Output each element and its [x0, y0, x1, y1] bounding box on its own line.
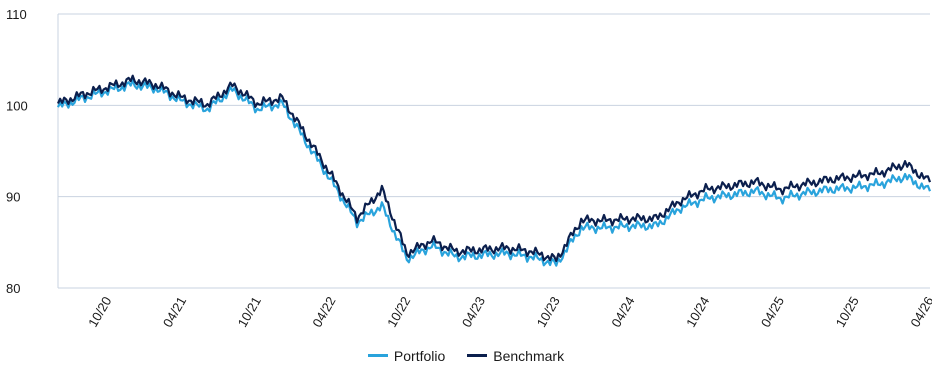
x-tick-label: 04/21: [160, 294, 189, 330]
legend-label-portfolio: Portfolio: [393, 347, 446, 364]
legend-swatch-benchmark: [467, 354, 488, 357]
y-tick-label: 80: [6, 281, 20, 296]
y-tick-label: 110: [6, 7, 27, 22]
x-tick-label: 04/26: [907, 294, 932, 330]
gridlines: [57, 13, 930, 289]
legend-item-portfolio: Portfolio: [367, 347, 446, 364]
x-tick-label: 10/24: [683, 294, 712, 330]
legend-swatch-portfolio: [367, 354, 388, 357]
x-tick-label: 04/22: [309, 294, 338, 330]
legend-item-benchmark: Benchmark: [467, 348, 564, 364]
x-tick-label: 10/25: [833, 294, 862, 330]
x-tick-label: 10/20: [85, 294, 114, 330]
series-line-benchmark: [56, 74, 932, 263]
y-axis: 80 90 100 110: [6, 7, 28, 296]
x-axis: 10/20 04/21 10/21 04/22 10/22 04/23 10/23 04/24…: [85, 294, 932, 330]
series-line-portfolio: [56, 79, 932, 267]
legend-label-benchmark: Benchmark: [493, 347, 565, 364]
x-tick-label: 04/25: [758, 294, 787, 330]
y-tick-label: 100: [6, 98, 28, 113]
x-tick-label: 04/23: [459, 294, 488, 330]
series-lines: [56, 74, 932, 267]
x-tick-label: 10/23: [534, 294, 563, 330]
y-tick-label: 90: [6, 190, 20, 205]
x-tick-label: 04/24: [608, 294, 637, 330]
x-tick-label: 10/22: [384, 294, 413, 330]
legend: Portfolio Benchmark: [0, 346, 932, 365]
x-tick-label: 10/21: [235, 294, 264, 330]
